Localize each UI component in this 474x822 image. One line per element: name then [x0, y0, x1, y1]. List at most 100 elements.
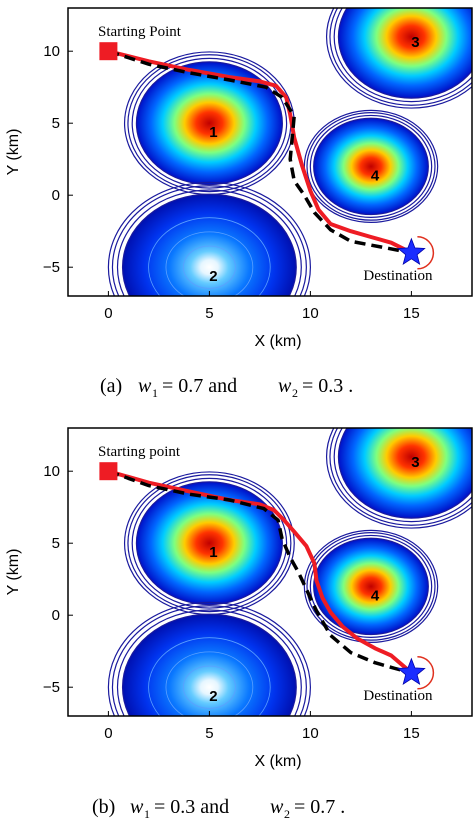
- threat-contour: [107, 601, 311, 716]
- x-tick-label: 5: [205, 725, 213, 742]
- chart-panel: 1 2 3 4 Starting Point Destination 0 5 10 15 10 5 0 −…: [5, 7, 473, 400]
- threat-label: 4: [371, 167, 380, 184]
- figure-caption: (a) w 1 = 0.7 and w 2 = 0.3 .: [100, 375, 353, 400]
- destination-label: Destination: [363, 268, 433, 284]
- x-tick-label: 10: [302, 305, 319, 322]
- threat-contour: [329, 428, 472, 526]
- threat-contour: [333, 8, 472, 103]
- y-axis-label: Y (km): [5, 129, 22, 176]
- caption-w1: w: [138, 375, 152, 397]
- y-tick-label: 0: [52, 187, 60, 204]
- threat-label: 3: [411, 454, 419, 471]
- caption-w2-sub: 2: [284, 807, 290, 821]
- threat-zone: [313, 538, 429, 635]
- threat-contour: [111, 185, 307, 296]
- x-tick-label: 0: [104, 725, 112, 742]
- threat-zone: [313, 118, 429, 215]
- start-marker: [99, 42, 118, 61]
- caption-w2-sub: 2: [292, 386, 298, 400]
- threat-contour: [309, 114, 433, 218]
- destination-arc: [417, 236, 435, 270]
- threat-contour: [337, 428, 472, 519]
- optimal-path-line: [107, 469, 413, 675]
- threat-contour: [116, 609, 302, 716]
- y-tick-label: −5: [43, 679, 60, 696]
- reference-path-line: [107, 49, 412, 255]
- plot-area: 1 2 3 4: [99, 428, 472, 716]
- destination-marker: [397, 657, 426, 685]
- plot-frame: [67, 427, 473, 717]
- threat-contour: [325, 428, 472, 529]
- destination-marker: [397, 237, 426, 265]
- threat-contour: [148, 217, 271, 296]
- threat-contour: [116, 189, 302, 296]
- caption-w1: w: [130, 796, 144, 818]
- caption-w1-sub: 1: [144, 807, 150, 821]
- threat-contour: [148, 637, 271, 716]
- chart-panel: 1 2 3 4 Starting point Destination 0 5 10 15 10 5 0 −…: [5, 427, 473, 821]
- caption-prefix: (a): [100, 375, 122, 397]
- threat-contour: [135, 61, 283, 186]
- y-tick-label: 5: [52, 115, 60, 132]
- threat-contour: [165, 231, 254, 296]
- x-tick-label: 10: [302, 725, 319, 742]
- destination-label: Destination: [363, 688, 433, 704]
- caption-w1-value: = 0.3 and: [154, 796, 229, 818]
- y-tick-label: 0: [52, 607, 60, 624]
- start-marker: [99, 462, 118, 481]
- x-axis-label: X (km): [254, 753, 301, 770]
- threat-label: 4: [371, 587, 380, 604]
- threat-contour: [182, 665, 236, 709]
- threat-contour: [337, 8, 472, 99]
- threat-zone: [338, 8, 472, 98]
- y-tick-label: 10: [43, 43, 60, 60]
- caption-w1-value: = 0.7 and: [162, 375, 237, 397]
- optimal-path-line: [107, 49, 413, 255]
- threat-contour: [333, 428, 472, 523]
- threat-contour: [306, 532, 436, 641]
- threat-contour: [165, 651, 254, 716]
- threat-contour: [182, 245, 236, 289]
- y-axis-label: Y (km): [5, 549, 22, 596]
- threat-contour: [121, 613, 297, 716]
- threat-contour: [306, 112, 436, 221]
- threat-contour: [107, 181, 311, 296]
- threat-zone: [136, 62, 283, 185]
- caption-w1-sub: 1: [152, 386, 158, 400]
- threat-contour: [309, 534, 433, 638]
- caption-w2-value: = 0.7 .: [294, 796, 345, 818]
- threat-contour: [121, 193, 297, 296]
- caption-w2: w: [270, 796, 284, 818]
- plot-frame: [67, 7, 473, 297]
- x-tick-label: 15: [403, 305, 420, 322]
- figure-caption: (b) w 1 = 0.3 and w 2 = 0.7 .: [92, 796, 345, 821]
- threat-label: 2: [209, 688, 217, 705]
- threat-label: 1: [209, 544, 217, 561]
- y-tick-label: −5: [43, 259, 60, 276]
- y-tick-label: 10: [43, 463, 60, 480]
- destination-arc: [417, 656, 435, 690]
- plot-area: 1 2 3 4: [99, 8, 472, 296]
- reference-path-line: [107, 469, 412, 675]
- threat-contour: [329, 8, 472, 106]
- threat-contour: [127, 474, 292, 613]
- x-tick-label: 0: [104, 305, 112, 322]
- threat-zone: [136, 482, 283, 605]
- start-label: Starting point: [98, 444, 181, 460]
- threat-contour: [325, 8, 472, 109]
- start-label: Starting Point: [98, 24, 182, 40]
- threat-contour: [111, 605, 307, 716]
- caption-w2: w: [278, 375, 292, 397]
- threat-label: 3: [411, 34, 419, 51]
- x-tick-label: 5: [205, 305, 213, 322]
- threat-contour: [313, 117, 429, 216]
- threat-contour: [135, 481, 283, 606]
- threat-label: 1: [209, 124, 217, 141]
- caption-w2-value: = 0.3 .: [302, 375, 353, 397]
- threat-contour: [303, 529, 439, 643]
- y-tick-label: 5: [52, 535, 60, 552]
- threat-label: 2: [209, 268, 217, 285]
- threat-zone: [338, 428, 472, 518]
- x-tick-label: 15: [403, 725, 420, 742]
